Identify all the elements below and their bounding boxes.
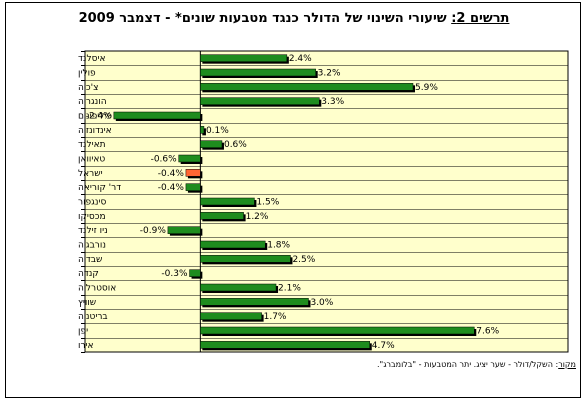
bar <box>200 97 320 105</box>
bar <box>200 298 309 306</box>
chart-title-text: שיעורי השינוי של הדולר כנגד מטבעות שונים… <box>78 11 452 26</box>
data-label: 1.5% <box>256 198 279 208</box>
bar <box>200 326 475 335</box>
data-label: 2.5% <box>292 255 315 265</box>
bar <box>178 154 201 163</box>
chart-title: תרשים 2: שיעורי השינוי של הדולר כנגד מטב… <box>6 11 582 26</box>
data-label: -2.4% <box>86 112 113 122</box>
category-label: שבדיה <box>78 255 102 265</box>
data-label: -0.9% <box>140 226 167 236</box>
data-label: 1.7% <box>264 312 287 322</box>
category-label: אירו <box>78 341 94 351</box>
category-label: אינדונזיה <box>78 126 112 136</box>
data-label: -0.3% <box>161 269 188 279</box>
bar <box>167 226 201 234</box>
bar <box>185 183 201 191</box>
category-label: נורבגיה <box>78 241 106 251</box>
data-label: 3.0% <box>310 298 333 308</box>
bar <box>200 54 288 62</box>
bar <box>200 312 262 320</box>
category-label: ישראל <box>78 169 103 179</box>
data-label: 0.6% <box>224 140 247 150</box>
data-label: 3.2% <box>318 69 341 79</box>
category-label: תאילנד <box>78 140 106 150</box>
plot-area <box>84 50 569 353</box>
bar <box>113 111 201 120</box>
data-label: -0.6% <box>151 155 178 165</box>
data-label: 1.8% <box>267 241 290 251</box>
category-label: בריטניה <box>78 312 108 322</box>
bar <box>185 169 201 177</box>
category-label: פולין <box>78 69 96 79</box>
category-label: הונגריה <box>78 97 107 107</box>
data-label: 1.2% <box>246 212 269 222</box>
category-label: יפן <box>78 327 88 337</box>
bar <box>200 126 205 134</box>
bar <box>200 68 316 77</box>
category-label: צ'כיה <box>78 83 98 93</box>
data-label: 2.4% <box>289 54 312 64</box>
data-label: 5.9% <box>415 83 438 93</box>
data-label: 7.6% <box>476 327 499 337</box>
bar <box>189 269 201 277</box>
chart-title-prefix: תרשים 2: <box>451 11 510 26</box>
category-label: דר' קוריאה <box>78 183 121 193</box>
source-text: : השקל/דולר - שער יציג. יתר המטבעות - "ב… <box>376 360 559 369</box>
bar <box>200 341 371 349</box>
bar <box>200 197 255 206</box>
category-label: איסלנד <box>78 54 106 64</box>
category-label: סינגפור <box>78 198 106 208</box>
category-label: שוויץ <box>78 298 96 308</box>
bar <box>200 212 244 220</box>
source-note: מקור: השקל/דולר - שער יציג. יתר המטבעות … <box>256 360 576 369</box>
bar <box>200 140 223 148</box>
data-label: 3.3% <box>321 97 344 107</box>
data-label: 2.1% <box>278 284 301 294</box>
data-label: 0.1% <box>206 126 229 136</box>
bar <box>200 83 414 91</box>
bar <box>200 255 291 263</box>
category-label: ניו זילנד <box>78 226 108 236</box>
category-label: טאיוואן <box>78 155 105 165</box>
category-label: אוסטרליה <box>78 284 116 294</box>
category-label: פיליפינים <box>78 112 112 122</box>
category-label: קנדה <box>78 269 99 279</box>
data-label: 4.7% <box>372 341 395 351</box>
bar <box>200 283 277 292</box>
data-label: -0.4% <box>158 169 185 179</box>
bar <box>200 240 266 249</box>
source-label: מקור <box>558 360 576 369</box>
category-label: מכסיקו <box>78 212 106 222</box>
data-label: -0.4% <box>158 183 185 193</box>
